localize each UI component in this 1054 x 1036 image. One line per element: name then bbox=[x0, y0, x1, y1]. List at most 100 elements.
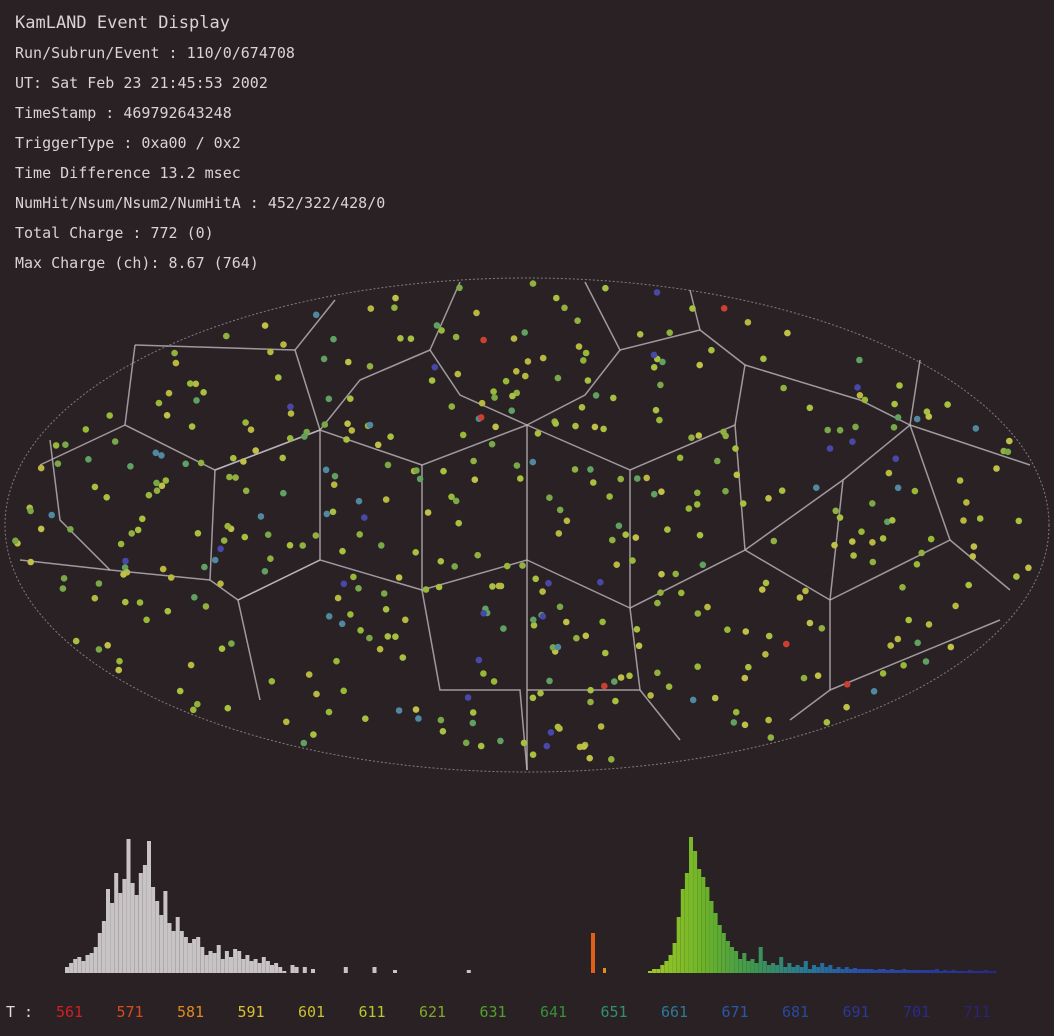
pmt-hit bbox=[699, 561, 707, 569]
pmt-hit bbox=[739, 500, 747, 507]
pmt-hit bbox=[268, 678, 276, 685]
pmt-hit bbox=[575, 343, 583, 350]
pmt-hit bbox=[694, 489, 701, 497]
pmt-hit bbox=[376, 645, 384, 653]
pmt-hit bbox=[508, 407, 515, 415]
time-hist-bar bbox=[848, 969, 853, 973]
pmt-hit bbox=[832, 507, 839, 515]
pmt-hit bbox=[643, 474, 650, 482]
pmt-hit bbox=[59, 585, 67, 592]
pmt-grid-line bbox=[49, 439, 211, 581]
pmt-hit bbox=[601, 682, 608, 690]
time-hist-bar bbox=[807, 969, 812, 973]
time-hist-bar bbox=[738, 959, 743, 973]
pmt-hit bbox=[869, 539, 876, 546]
pmt-hit bbox=[48, 511, 55, 519]
pmt-hit bbox=[191, 594, 198, 601]
pmt-hit bbox=[587, 686, 594, 694]
pmt-hit bbox=[695, 432, 703, 439]
pmt-hit bbox=[617, 674, 625, 681]
pmt-hit bbox=[391, 304, 398, 312]
display-title: KamLAND Event Display bbox=[15, 13, 230, 33]
pmt-grid-line bbox=[421, 589, 528, 771]
pmt-hit bbox=[664, 526, 671, 533]
pmt-hit bbox=[338, 620, 346, 628]
time-hist-bar bbox=[684, 873, 689, 973]
time-axis-tick: 711 bbox=[963, 1003, 991, 1021]
pmt-hit bbox=[582, 349, 590, 357]
pmt-hit bbox=[437, 558, 445, 565]
pmt-hit bbox=[580, 357, 587, 364]
charge-hist-bar bbox=[101, 921, 106, 973]
time-hist-bar bbox=[865, 969, 870, 973]
pmt-hit bbox=[347, 395, 354, 403]
pmt-hit bbox=[459, 431, 467, 439]
pmt-hit bbox=[164, 607, 172, 615]
time-hist-bar bbox=[967, 970, 972, 973]
pmt-hit bbox=[188, 423, 196, 430]
pmt-hit bbox=[356, 531, 364, 538]
pmt-hit bbox=[629, 557, 636, 564]
pmt-hit bbox=[82, 426, 90, 433]
pmt-hit bbox=[103, 494, 110, 501]
charge-hist-bar bbox=[175, 917, 180, 973]
pmt-hit bbox=[688, 434, 695, 442]
pmt-hit bbox=[894, 635, 902, 643]
pmt-hit bbox=[399, 654, 407, 661]
pmt-hit bbox=[366, 363, 374, 370]
time-axis-tick: 571 bbox=[116, 1003, 144, 1021]
pmt-hit bbox=[741, 721, 749, 729]
pmt-hit bbox=[597, 578, 604, 586]
pmt-hit bbox=[171, 349, 178, 357]
pmt-hit bbox=[584, 377, 592, 384]
pmt-hit bbox=[412, 706, 420, 713]
pmt-hit bbox=[310, 731, 317, 738]
charge-hist-bar bbox=[155, 901, 160, 973]
pmt-hit bbox=[91, 483, 99, 491]
pmt-hit bbox=[451, 563, 459, 570]
charge-hist-bar bbox=[126, 839, 131, 973]
pmt-hit bbox=[693, 501, 701, 508]
pmt-grid-line bbox=[294, 299, 336, 431]
pmt-hit bbox=[330, 335, 337, 343]
pmt-hit bbox=[286, 542, 294, 549]
pmt-hit bbox=[201, 563, 208, 571]
pmt-hit bbox=[513, 462, 521, 469]
charge-hist-bar bbox=[257, 963, 262, 973]
charge-hist-bar bbox=[208, 951, 213, 973]
pmt-hit bbox=[599, 618, 606, 626]
charge-hist-bar bbox=[290, 965, 295, 973]
pmt-hit bbox=[440, 467, 447, 475]
charge-hist-bar bbox=[118, 893, 123, 973]
time-hist-bar bbox=[812, 965, 816, 973]
pmt-grid-line bbox=[209, 469, 239, 601]
pmt-hit bbox=[714, 457, 721, 465]
pmt-hit bbox=[500, 625, 507, 632]
pmt-hit bbox=[287, 403, 294, 411]
pmt-hit bbox=[510, 335, 518, 342]
pmt-hit bbox=[922, 658, 930, 665]
time-axis-tick: 641 bbox=[540, 1003, 568, 1021]
time-hist-bar bbox=[992, 971, 997, 973]
time-axis-tick: 651 bbox=[600, 1003, 628, 1021]
charge-hist-bar bbox=[130, 883, 135, 973]
pmt-hit bbox=[286, 435, 294, 442]
pmt-hit bbox=[192, 380, 200, 388]
pmt-hit bbox=[806, 404, 814, 412]
pmt-hit bbox=[397, 335, 404, 342]
pmt-hit bbox=[956, 477, 964, 484]
charge-hist-bar bbox=[171, 931, 176, 973]
pmt-hit bbox=[431, 363, 439, 371]
pmt-hit bbox=[480, 610, 488, 617]
pmt-hit bbox=[586, 754, 593, 762]
pmt-hit bbox=[127, 463, 134, 470]
pmt-hit bbox=[115, 666, 122, 674]
pmt-hit bbox=[879, 535, 887, 542]
pmt-hit bbox=[325, 708, 333, 716]
pmt-hit bbox=[300, 739, 308, 747]
charge-hist-bar bbox=[97, 933, 102, 973]
pmt-hit bbox=[503, 562, 511, 570]
time-hist-bar bbox=[877, 969, 882, 973]
pmt-hit bbox=[361, 514, 368, 521]
pmt-hit bbox=[813, 484, 820, 492]
